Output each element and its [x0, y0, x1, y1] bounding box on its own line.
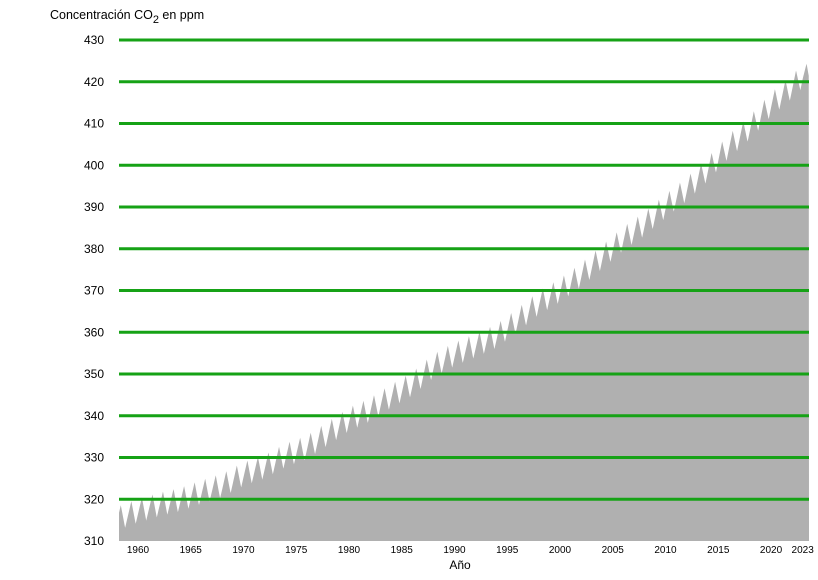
x-tick-label: 1960 — [127, 545, 150, 556]
grid-layer — [119, 38, 809, 501]
co2-area — [119, 63, 809, 541]
x-tick-labels: 1960 1965 1970 1975 1980 1985 1990 1995 2000 2005… — [127, 545, 814, 556]
y-tick-label: 420 — [84, 75, 104, 89]
y-tick-labels: 310 320 330 340 350 360 370 380 390 400 410 420 430 — [84, 33, 104, 548]
x-axis-title: Año — [449, 558, 471, 572]
y-axis-title-suffix: en ppm — [158, 8, 205, 22]
x-tick-label: 1995 — [496, 545, 519, 556]
y-axis-title-prefix: Concentración CO — [50, 8, 153, 22]
x-tick-label: 2015 — [707, 545, 730, 556]
y-tick-label: 410 — [84, 117, 104, 131]
y-tick-label: 320 — [84, 492, 104, 506]
y-tick-label: 310 — [84, 534, 104, 548]
x-tick-label: 1980 — [338, 545, 361, 556]
x-tick-label: 1985 — [391, 545, 414, 556]
y-axis-title: Concentración CO2 en ppm — [50, 8, 204, 26]
x-tick-label: 1975 — [285, 545, 308, 556]
y-tick-label: 390 — [84, 200, 104, 214]
y-tick-label: 370 — [84, 284, 104, 298]
y-tick-label: 340 — [84, 409, 104, 423]
x-tick-label: 2010 — [654, 545, 677, 556]
y-tick-label: 330 — [84, 451, 104, 465]
area-layer — [119, 63, 809, 541]
x-tick-label: 2000 — [549, 545, 572, 556]
y-tick-label: 380 — [84, 242, 104, 256]
y-tick-label: 400 — [84, 158, 104, 172]
y-tick-label: 430 — [84, 33, 104, 47]
x-tick-label: 2023 — [792, 545, 815, 556]
y-tick-label: 360 — [84, 325, 104, 339]
y-tick-label: 350 — [84, 367, 104, 381]
x-tick-label: 2005 — [602, 545, 625, 556]
x-tick-label: 1970 — [232, 545, 255, 556]
x-tick-label: 2020 — [760, 545, 783, 556]
x-tick-label: 1965 — [180, 545, 203, 556]
x-tick-label: 1990 — [443, 545, 466, 556]
y-axis-title-subscript: 2 — [152, 14, 159, 26]
